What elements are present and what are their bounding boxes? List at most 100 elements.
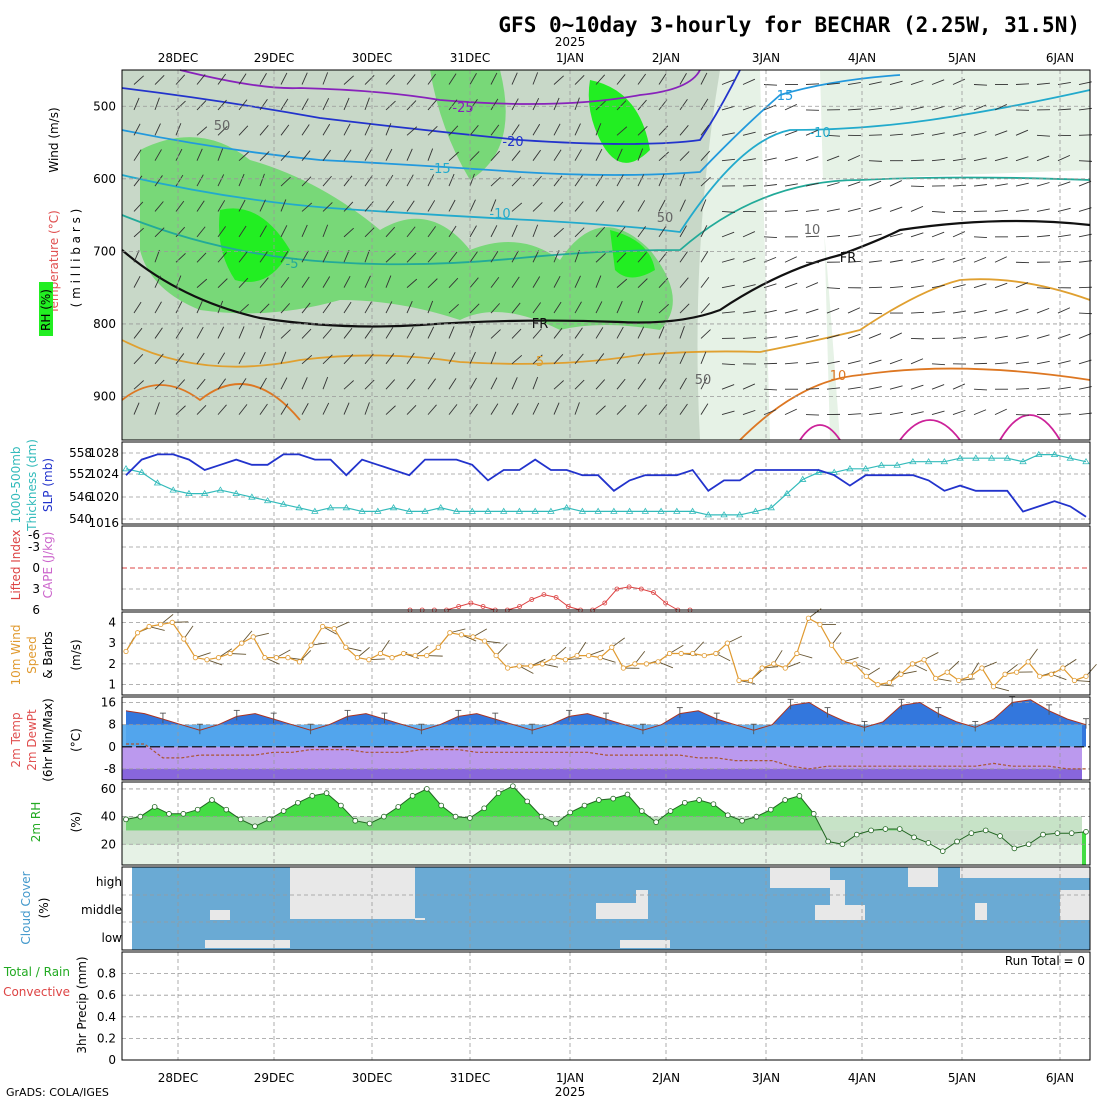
upper-wind-barb — [616, 326, 624, 339]
wind10m-tick-labels: 4 3 2 1 — [108, 615, 116, 691]
upper-wind-barb — [973, 84, 988, 86]
upper-wind-barb — [133, 301, 142, 314]
rh2m-tick: 20 — [101, 837, 116, 851]
upper-wind-barb — [658, 326, 665, 339]
upper-wind-barb — [679, 199, 686, 212]
upper-wind-barb — [574, 123, 581, 136]
temp2m-axis-label-2: 2m DewPt — [25, 709, 39, 771]
upper-wind-barb — [637, 326, 645, 339]
upper-wind-barb — [406, 74, 416, 85]
rh2m-marker — [782, 797, 788, 803]
rh2m-band — [122, 816, 1082, 831]
thickness-marker — [138, 468, 146, 475]
upper-wind-barb — [847, 413, 861, 416]
upper-wind-barb — [196, 352, 205, 365]
wind10m-marker — [331, 625, 337, 632]
upper-wind-barb — [721, 231, 735, 238]
upper-wind-barb — [511, 403, 519, 415]
upper-wind-barb — [217, 252, 227, 263]
upper-wind-barb — [217, 378, 227, 390]
upper-wind-barb — [301, 124, 310, 136]
upper-wind-barb — [175, 226, 186, 238]
upper-wind-barb — [259, 151, 270, 162]
thickness-tick: 540 — [69, 512, 92, 526]
upper-wind-barb — [1015, 209, 1029, 212]
wind10m-barb — [206, 659, 223, 666]
rh-region-moist-upper — [430, 70, 506, 180]
wind10m-marker — [1060, 665, 1066, 671]
wind10m-marker — [320, 623, 326, 630]
wind10m-barb — [969, 662, 979, 677]
upper-wind-barb — [322, 302, 332, 314]
upper-wind-barb — [826, 360, 840, 365]
upper-wind-barb — [490, 303, 501, 314]
wind10m-barb — [276, 649, 291, 659]
upper-wind-barb — [847, 260, 861, 263]
upper-wind-barb — [889, 180, 902, 187]
wind10m-marker — [481, 638, 488, 644]
upper-wind-barb — [196, 404, 207, 415]
wind10m-marker — [296, 659, 303, 665]
upper-wind-barb — [889, 385, 903, 390]
rh2m-unit-label: (%) — [69, 812, 83, 833]
upper-wind-barb — [385, 275, 392, 288]
upper-wind-barb — [616, 100, 627, 111]
wind10m-speed-line — [125, 617, 1087, 688]
wind10m-barb — [866, 667, 881, 677]
thickness-markers — [122, 450, 1090, 518]
upper-wind-barb — [238, 326, 245, 339]
rh2m-marker — [180, 811, 187, 817]
wind10m-marker — [273, 655, 279, 661]
upper-wind-barb — [847, 154, 861, 162]
thickness-marker — [1003, 454, 1012, 461]
upper-wind-barb — [805, 182, 819, 187]
upper-wind-barb — [595, 74, 606, 85]
upper-wind-barb — [763, 157, 777, 162]
thickness-marker — [1066, 454, 1074, 461]
upper-wind-barb — [532, 149, 542, 161]
upper-wind-barb — [490, 377, 498, 390]
upper-wind-barb — [742, 409, 756, 416]
upper-wind-barb — [742, 257, 756, 263]
upper-wind-barb — [1078, 359, 1092, 365]
thickness-marker — [122, 465, 130, 472]
upper-wind-barb — [469, 173, 475, 187]
thickness-marker — [562, 504, 571, 511]
thickness-marker — [437, 504, 445, 511]
contour-minus10 — [121, 89, 1091, 233]
upper-wind-barb — [616, 126, 628, 136]
precip-tick: 0.8 — [97, 967, 116, 981]
upper-wind-barb — [406, 404, 417, 415]
upper-wind-barb — [364, 379, 375, 390]
upper-wind-barb — [238, 125, 249, 136]
cloud-level-label: middle — [81, 903, 122, 917]
upper-wind-barb — [175, 327, 184, 339]
upper-wind-barb — [700, 176, 711, 187]
upper-wind-barb — [616, 378, 626, 390]
contour-label: 50 — [214, 119, 231, 134]
thickness-marker — [311, 507, 319, 514]
upper-wind-barb — [595, 379, 606, 390]
top-date-label: 3JAN — [752, 51, 780, 65]
upper-wind-barb — [700, 124, 710, 136]
upper-wind-barb — [532, 98, 540, 111]
upper-wind-barb — [868, 333, 882, 339]
rh2m-panel: 60 40 20 2m RH (%) — [29, 781, 1091, 866]
upper-wind-barb — [1078, 207, 1092, 212]
thickness-grid — [122, 442, 1090, 524]
wind10m-barb — [345, 646, 362, 652]
upper-wind-barb — [532, 250, 540, 263]
upper-wind-barb — [637, 252, 647, 263]
upper-wind-barb — [343, 75, 354, 85]
rh2m-frame — [121, 781, 1091, 866]
upper-wind-barb — [553, 380, 564, 390]
upper-wind-barb — [721, 105, 735, 111]
contour-label: -15 — [429, 162, 450, 177]
upper-wind-barb — [469, 403, 478, 415]
upper-wind-barb — [1015, 83, 1030, 85]
top-date-label: 31DEC — [450, 51, 490, 65]
upper-wind-barb — [952, 409, 966, 416]
wind10m-barb — [900, 670, 917, 675]
wind10m-marker — [990, 684, 997, 690]
upper-wind-barb — [1057, 360, 1071, 365]
